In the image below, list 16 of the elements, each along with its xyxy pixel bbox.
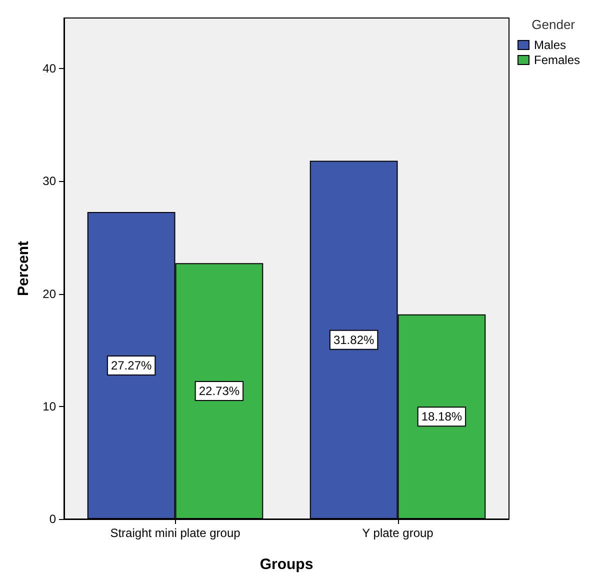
x-tick-label: Y plate group [362,526,434,540]
data-label: 18.18% [421,410,462,424]
y-tick-label: 40 [42,62,56,76]
data-label: 22.73% [198,384,240,398]
legend-title: Gender [532,17,576,32]
y-axis-title: Percent [15,240,32,296]
y-tick-label: 20 [42,286,56,301]
y-tick-label: 10 [42,399,56,414]
data-label: 27.27% [110,358,152,372]
legend-label: Females [534,53,580,67]
y-tick-label: 0 [49,512,56,526]
y-tick-label: 30 [42,174,56,188]
x-axis-title: Groups [260,556,314,573]
legend-label: Males [534,38,566,52]
data-label: 31.82% [333,332,374,347]
x-tick-label: Straight mini plate group [110,526,241,540]
